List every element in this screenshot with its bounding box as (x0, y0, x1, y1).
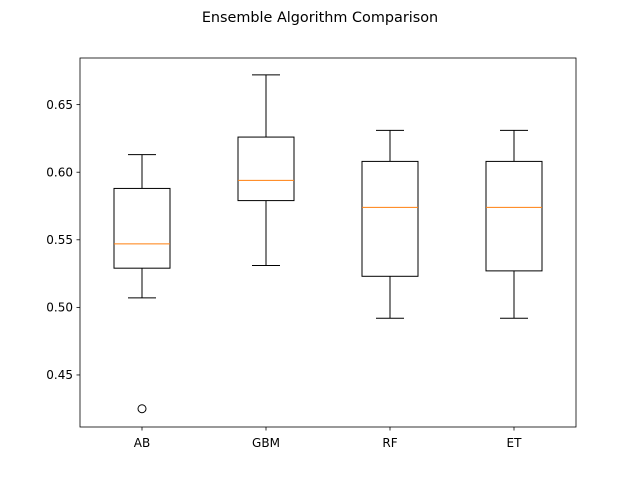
box-iqr (237, 136, 295, 202)
y-tick-label: 0.45 (46, 368, 73, 382)
outlier-point (137, 404, 147, 414)
box-group-ab (113, 154, 171, 414)
box-group-et (485, 129, 543, 319)
x-tick-label: GBM (252, 436, 280, 450)
axes-layer: 0.45 0.50 0.55 0.60 0.65 AB GBM RF ET (46, 57, 577, 450)
box-iqr (485, 160, 543, 272)
y-tick-label: 0.50 (46, 301, 73, 315)
box-iqr (361, 160, 419, 277)
chart-title: Ensemble Algorithm Comparison (202, 10, 438, 26)
y-tick-label: 0.60 (46, 165, 73, 179)
y-tick-label: 0.65 (46, 98, 73, 112)
y-tick-label: 0.55 (46, 233, 73, 247)
box-iqr (113, 187, 171, 269)
x-tick-label: ET (507, 436, 523, 450)
boxes-layer (113, 74, 543, 414)
box-group-rf (361, 129, 419, 319)
box-group-gbm (237, 74, 295, 266)
x-tick-label: RF (382, 436, 397, 450)
x-tick-label: AB (134, 436, 150, 450)
plot-frame (79, 57, 577, 428)
